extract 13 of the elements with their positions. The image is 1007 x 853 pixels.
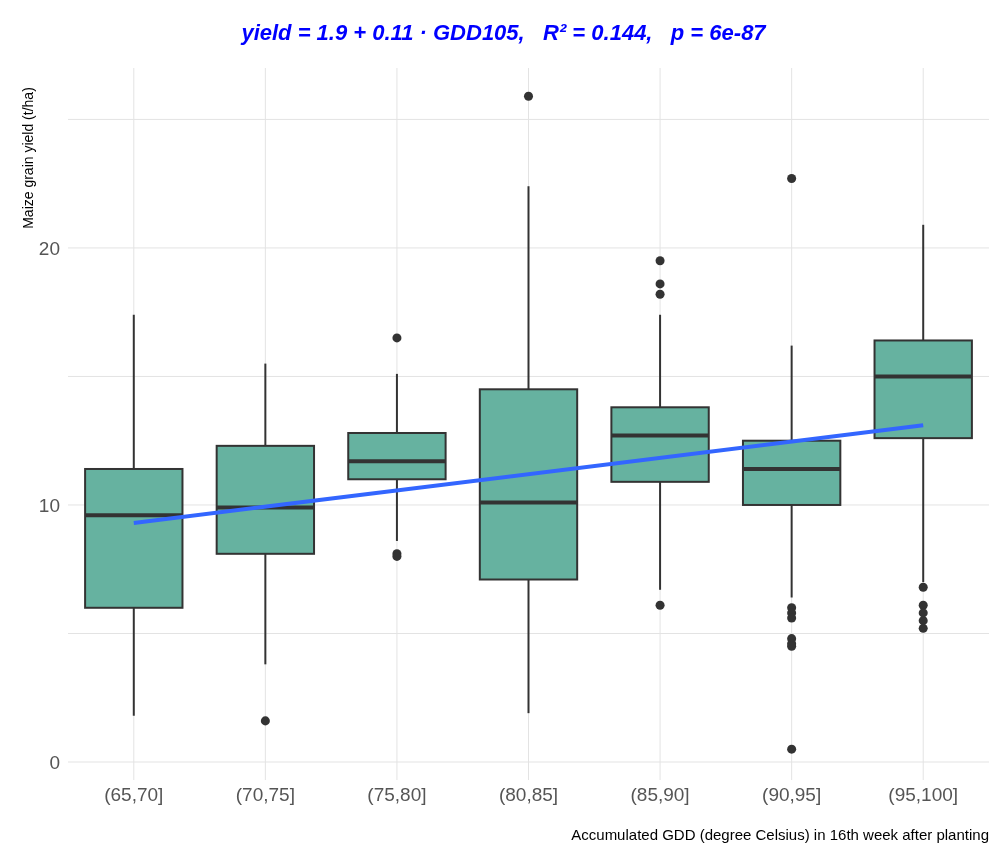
x-tick-label: (85,90] xyxy=(630,784,690,806)
y-tick-label: 0 xyxy=(49,751,60,773)
x-axis-title: Accumulated GDD (degree Celsius) in 16th week after planting xyxy=(571,826,989,843)
x-tick-label: (80,85] xyxy=(498,784,559,806)
x-tick-label: (90,95] xyxy=(762,784,822,806)
y-tick-label: 10 xyxy=(38,494,60,516)
x-tick-label: (95,100] xyxy=(888,784,959,806)
x-tick-label: (65,70] xyxy=(104,784,164,806)
y-axis-title: Maize grain yield (t/ha) xyxy=(19,87,36,229)
y-tick-label: 20 xyxy=(38,237,60,259)
x-tick-label: (75,80] xyxy=(367,784,427,806)
x-tick-label: (70,75] xyxy=(235,784,295,806)
chart-title: yield = 1.9 + 0.11 · GDD105, R² = 0.144, p = 6e-87 xyxy=(239,19,768,47)
